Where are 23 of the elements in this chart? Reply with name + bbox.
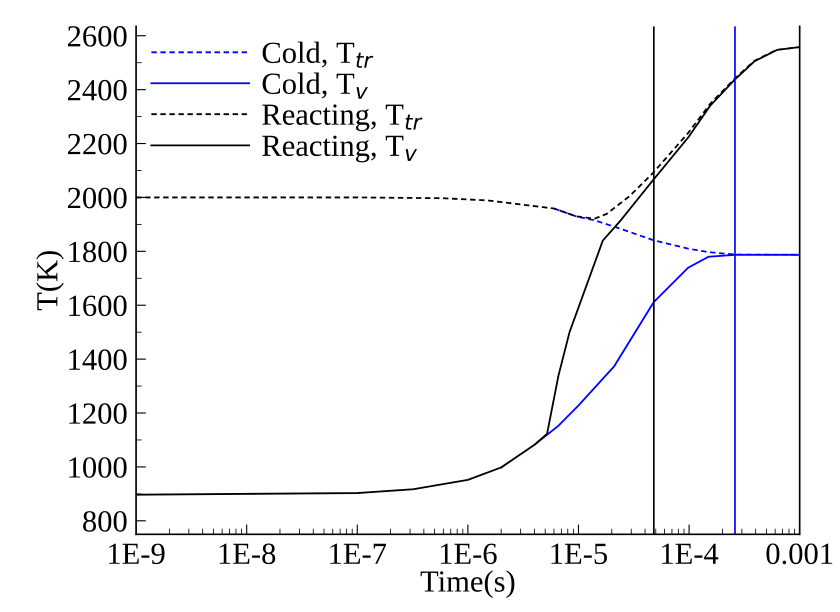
legend-label: Reacting, T$_{tr}$	[262, 104, 422, 132]
y-tick-label: 2200	[68, 134, 127, 154]
x-tick-label: 1E-9	[109, 544, 165, 564]
x-tick-label: 1E-7	[330, 544, 386, 564]
legend-label: Reacting, T$_{v}$	[262, 136, 418, 162]
y-axis-title: T(K)	[36, 251, 64, 310]
y-tick-label: 1200	[69, 403, 127, 424]
x-tick-label: 1E-8	[220, 543, 276, 564]
y-tick-label: 2600	[68, 26, 127, 47]
y-tick-label: 1800	[69, 242, 127, 262]
x-axis-title: Time(s)	[420, 570, 514, 598]
x-tick-label: 1E-6	[440, 544, 497, 564]
legend-label: Cold, T$_{v}$	[262, 72, 368, 99]
y-tick-label: 2400	[68, 80, 127, 101]
y-tick-label: 1000	[69, 457, 127, 478]
y-tick-label: 1400	[69, 349, 127, 370]
y-tick-label: 1600	[69, 296, 127, 316]
x-tick-label: 1E-5	[551, 544, 607, 564]
legend-label: Cold, T$_{tr}$	[262, 42, 374, 68]
x-tick-label: 0.001	[766, 543, 832, 564]
y-tick-label: 800	[83, 511, 127, 532]
x-tick-label: 1E-4	[662, 544, 718, 564]
y-tick-label: 2000	[68, 188, 127, 208]
